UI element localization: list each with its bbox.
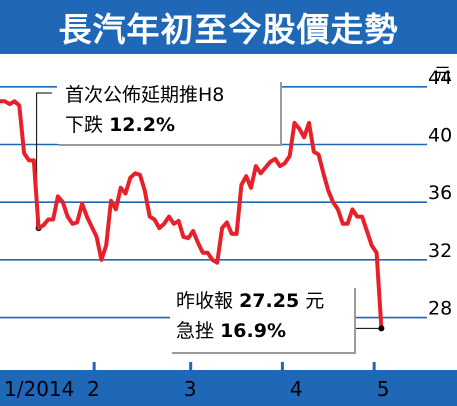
annotation-last-drop-value: 16.9% <box>220 320 286 342</box>
annotation-last-drop-label: 急挫 <box>176 320 215 342</box>
chart-title: 長汽年初至今股價走勢 <box>58 10 399 49</box>
annotation-first-line1: 首次公佈延期推H8 <box>65 84 225 106</box>
annotation-first-drop-label: 下跌 <box>65 114 104 136</box>
y-tick-label-28: 28 <box>428 298 452 320</box>
annotation-last-close-label: 昨收報 <box>176 290 234 312</box>
annotation-last-close-value: 27.25 <box>239 290 300 312</box>
y-axis-unit-label: 元 <box>434 65 451 85</box>
last-point-marker <box>378 325 385 332</box>
annotation-first-announcement: 首次公佈延期推H8 下跌 12.2% <box>57 80 280 144</box>
y-tick-label-40: 40 <box>428 125 452 147</box>
last-point-dot <box>378 325 385 332</box>
x-axis-bar <box>0 370 457 406</box>
y-tick-label-32: 32 <box>428 240 452 262</box>
annotation-last-close-unit: 元 <box>305 290 325 312</box>
annotation-first-drop-value: 12.2% <box>109 114 175 136</box>
title-bar: 長汽年初至今股價走勢 <box>0 0 457 54</box>
y-tick-label-44: 44 <box>428 67 452 89</box>
annotation-first-line2: 下跌 12.2% <box>65 110 280 140</box>
y-axis-ticks: 28 32 36 40 44 <box>428 67 452 320</box>
y-tick-label-36: 36 <box>428 182 452 204</box>
annotation-last-line2: 急挫 16.9% <box>176 316 354 346</box>
annotation-last-close: 昨收報 27.25 元 急挫 16.9% <box>170 286 354 352</box>
price-series-line <box>0 99 384 329</box>
annotation-last-line1: 昨收報 27.25 元 <box>176 286 354 316</box>
